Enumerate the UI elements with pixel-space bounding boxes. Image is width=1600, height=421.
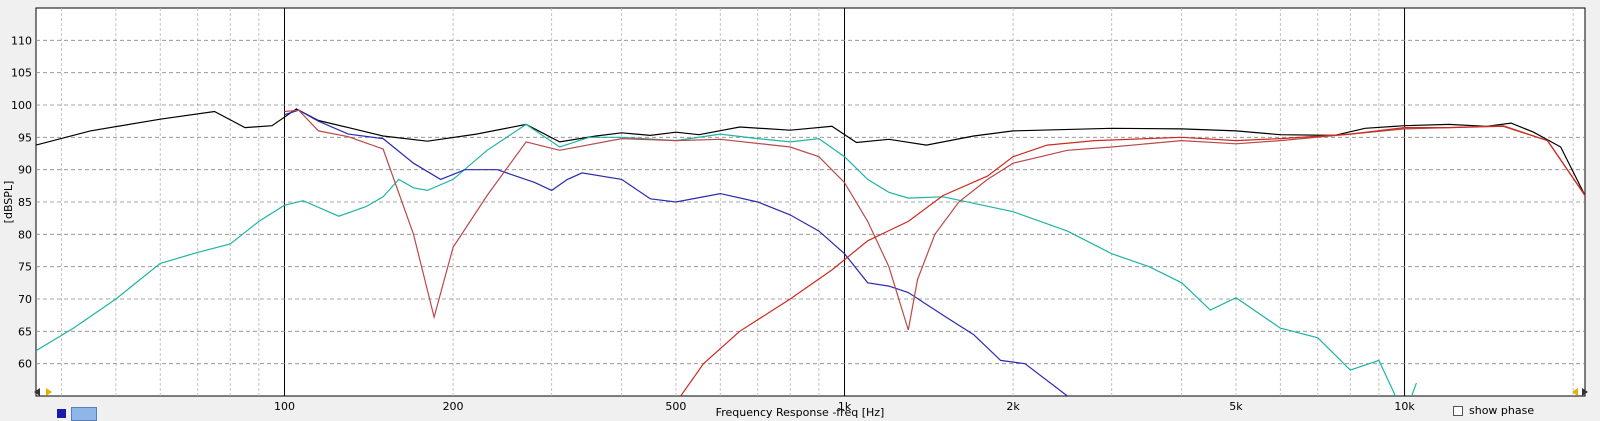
x-tick-label: 10k (1394, 400, 1415, 413)
show-phase-label: show phase (1469, 404, 1535, 417)
y-tick-label: 90 (18, 164, 32, 177)
legend-tag[interactable] (71, 407, 97, 421)
y-tick-label: 75 (18, 261, 32, 274)
y-tick-label: 95 (18, 131, 32, 144)
left-range-handle[interactable] (34, 388, 52, 396)
x-tick-label: 500 (665, 400, 686, 413)
legend-color-chip[interactable] (57, 409, 66, 418)
y-tick-label: 65 (18, 325, 32, 338)
series-line-4 (284, 109, 1585, 331)
grid (36, 8, 1585, 396)
series-line-3 (284, 109, 1068, 396)
y-tick-label: 80 (18, 228, 32, 241)
y-tick-label: 100 (11, 99, 32, 112)
y-tick-label: 110 (11, 34, 32, 47)
x-tick-label: 2k (1006, 400, 1020, 413)
x-tick-label: 200 (443, 400, 464, 413)
y-axis-label: [dBSPL] (2, 181, 15, 224)
x-tick-label: 1k (838, 400, 852, 413)
y-tick-label: 60 (18, 358, 32, 371)
right-range-handle[interactable] (1572, 388, 1588, 396)
y-tick-label: 70 (18, 293, 32, 306)
x-axis: 100 200 500 1k 2k 5k 10k (274, 400, 1415, 413)
series-line-2 (36, 123, 1417, 396)
show-phase-checkbox[interactable] (1453, 405, 1463, 416)
y-tick-label: 105 (11, 67, 32, 80)
show-phase-toggle[interactable]: show phase (1453, 404, 1534, 417)
x-axis-label: Frequency Response -freq [Hz] (716, 406, 885, 419)
series-layer (36, 108, 1585, 396)
x-tick-label: 100 (274, 400, 295, 413)
y-tick-label: 85 (18, 196, 32, 209)
x-tick-label: 5k (1229, 400, 1243, 413)
y-axis: 60 65 70 75 80 85 90 95 100 105 110 (11, 34, 32, 370)
series-line-5 (680, 125, 1585, 396)
